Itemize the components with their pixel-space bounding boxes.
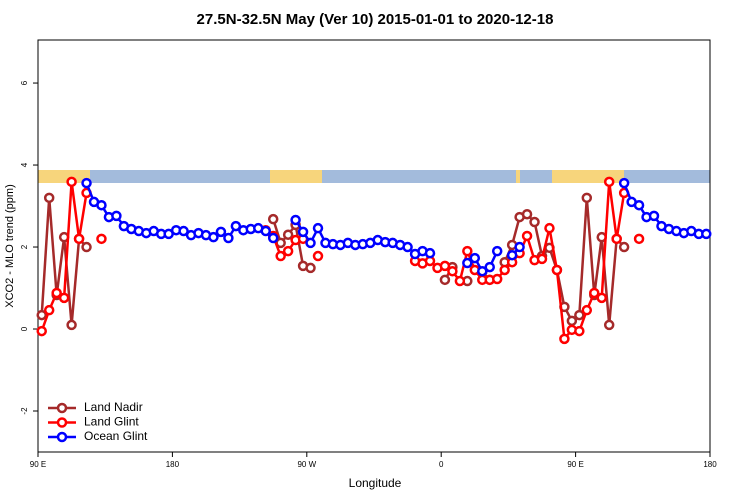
data-point	[491, 245, 503, 257]
data-point	[43, 304, 55, 316]
data-point	[462, 257, 473, 269]
data-point	[305, 237, 316, 249]
data-point	[618, 177, 630, 189]
legend-marker	[56, 402, 68, 414]
y-tick-label: 6	[20, 80, 29, 85]
land-ocean-strip	[38, 170, 710, 183]
y-axis-label: XCO2 - MLO trend (ppm)	[4, 184, 16, 307]
data-point	[603, 176, 615, 188]
ocean-strip	[38, 170, 710, 183]
data-point	[589, 287, 600, 299]
data-point	[648, 210, 660, 222]
plot-frame	[37, 39, 711, 453]
data-point	[469, 252, 481, 264]
data-point	[312, 222, 324, 234]
data-point	[51, 287, 62, 299]
data-point	[223, 232, 234, 244]
data-point	[36, 325, 47, 337]
data-point	[633, 233, 645, 245]
data-point	[81, 177, 92, 189]
data-point	[267, 232, 279, 244]
data-point	[581, 192, 593, 204]
data-point	[402, 241, 413, 253]
data-point	[447, 265, 458, 277]
data-point	[81, 241, 92, 253]
data-point	[178, 225, 189, 237]
data-point	[454, 275, 466, 287]
data-point	[521, 208, 533, 220]
y-tick-label: 0	[20, 326, 29, 331]
data-point	[514, 241, 525, 253]
data-point	[506, 249, 518, 261]
data-point	[484, 261, 495, 273]
data-point	[66, 176, 77, 188]
y-tick-label: 4	[20, 162, 29, 167]
data-point	[439, 260, 451, 272]
legend-marker	[56, 431, 68, 443]
data-point	[305, 262, 316, 274]
data-point	[58, 292, 70, 304]
x-axis-label: Longitude	[349, 476, 402, 490]
data-point	[424, 247, 436, 259]
data-point	[544, 222, 555, 234]
land-strip	[270, 170, 322, 183]
data-point	[297, 226, 309, 238]
data-point	[282, 245, 294, 257]
chart-title: 27.5N-32.5N May (Ver 10) 2015-01-01 to 2…	[197, 11, 554, 28]
data-point	[701, 228, 712, 240]
x-tick-label: 90 E	[567, 460, 583, 469]
data-point	[260, 225, 271, 237]
data-point	[230, 220, 242, 232]
data-point	[439, 274, 451, 286]
data-point	[96, 199, 107, 211]
legend-label: Land Glint	[84, 415, 139, 429]
legend-marker	[56, 417, 68, 428]
data-point	[574, 325, 585, 337]
data-point	[618, 241, 630, 253]
data-point	[559, 333, 570, 345]
data-point	[275, 250, 286, 262]
x-tick-label: 180	[166, 460, 180, 469]
data-point	[208, 231, 219, 243]
data-point	[462, 245, 473, 257]
data-point	[267, 213, 279, 225]
series-line	[42, 182, 639, 339]
y-tick-label: -2	[20, 407, 29, 415]
x-tick-label: 90 W	[297, 460, 316, 469]
data-point	[596, 231, 607, 243]
data-point	[551, 264, 563, 276]
data-point	[491, 273, 503, 285]
legend-label: Land Nadir	[84, 400, 143, 414]
data-point	[312, 250, 324, 262]
land-strip	[38, 170, 90, 183]
data-point	[521, 230, 533, 242]
data-point	[499, 264, 510, 276]
data-point	[633, 199, 645, 211]
data-point	[611, 233, 622, 245]
data-point	[574, 309, 585, 321]
data-point	[73, 233, 85, 245]
data-point	[282, 229, 294, 240]
data-point	[581, 304, 593, 316]
data-point	[36, 309, 47, 321]
legend-label: Ocean Glint	[84, 429, 148, 443]
data-point	[596, 292, 607, 304]
data-point	[290, 214, 301, 226]
data-point	[111, 210, 122, 222]
x-tick-label: 180	[703, 460, 717, 469]
data-point	[529, 216, 540, 228]
y-tick-label: 2	[20, 244, 29, 249]
data-point	[603, 319, 615, 331]
land-strip	[516, 170, 520, 183]
data-point	[536, 253, 548, 265]
data-point	[477, 265, 488, 277]
x-tick-label: 90 E	[30, 460, 46, 469]
data-point	[43, 192, 55, 204]
data-point	[66, 319, 77, 331]
data-point	[96, 233, 107, 245]
data-point	[215, 226, 227, 238]
x-tick-label: 0	[439, 460, 444, 469]
data-point	[566, 315, 578, 327]
